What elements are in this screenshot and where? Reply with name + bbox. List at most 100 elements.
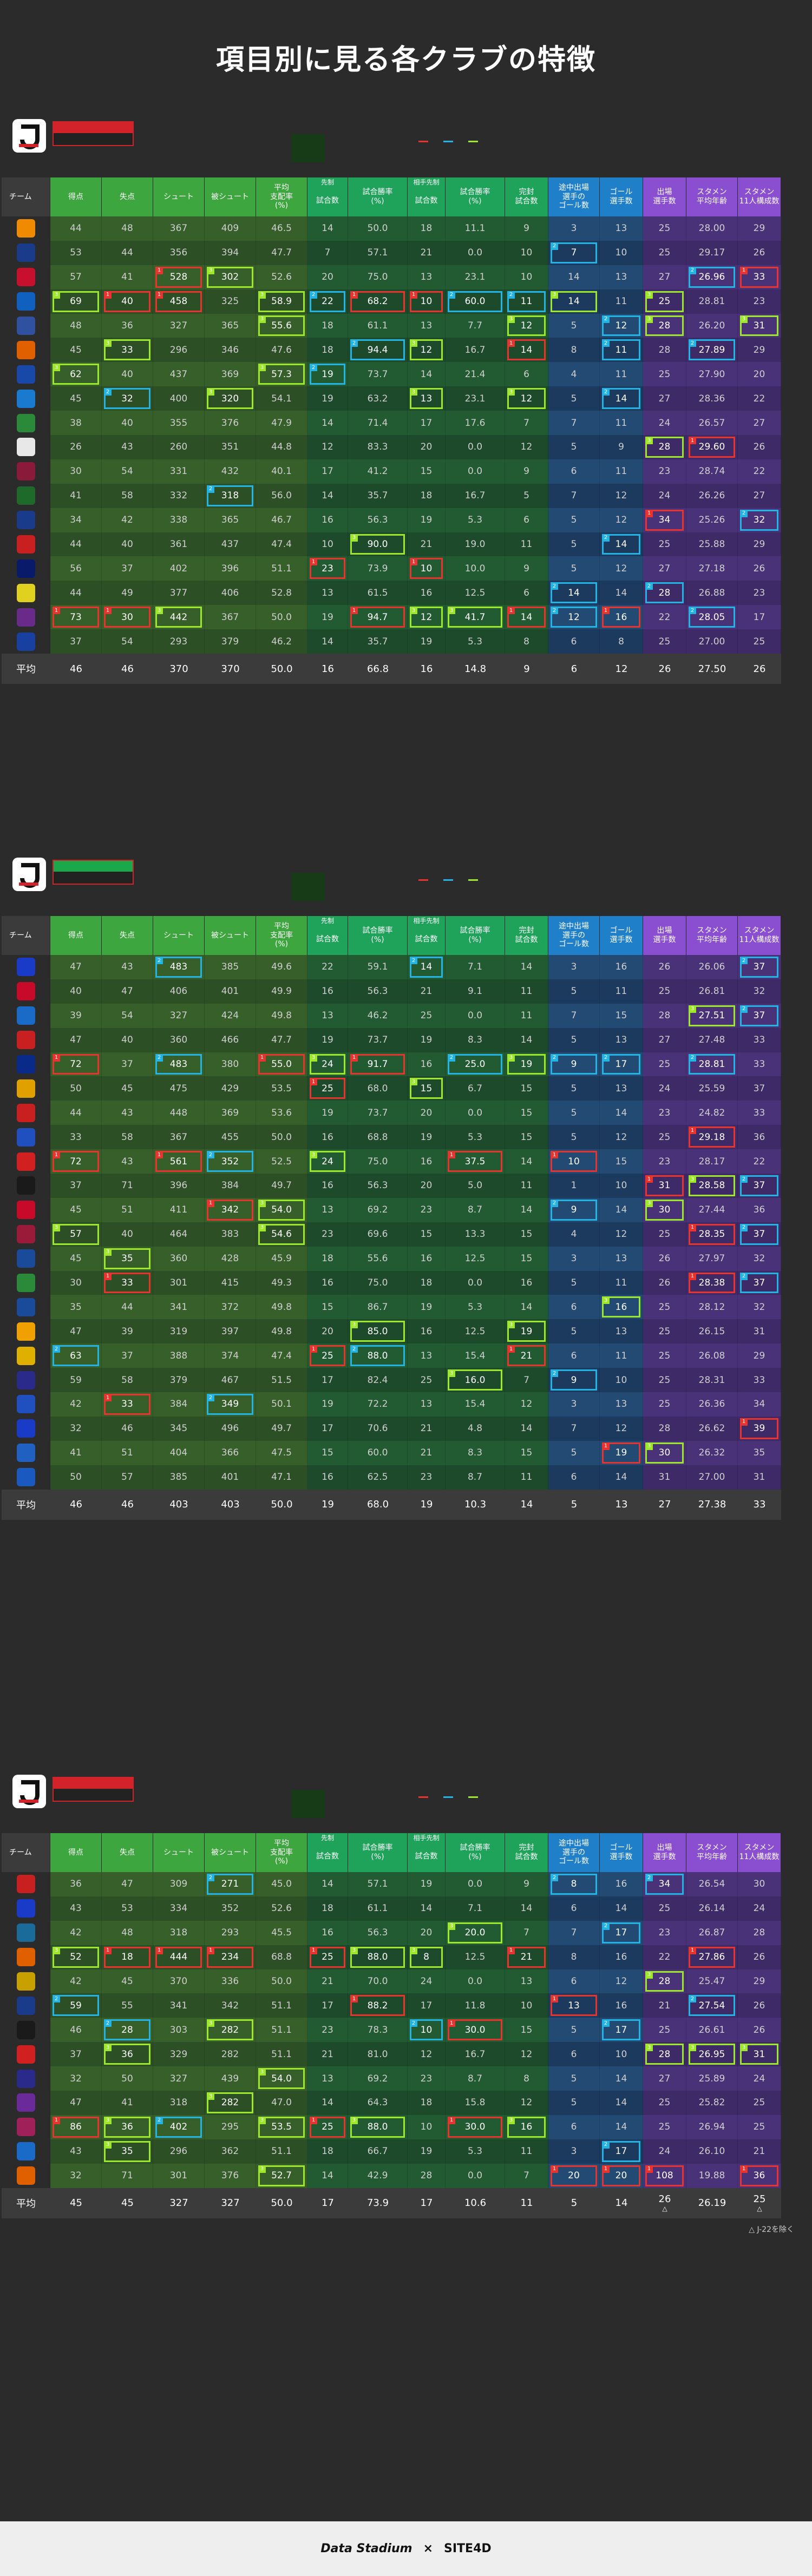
- table-row[interactable]: 72 1 37 483 2 380 55.0 1 24 3 91.7 1 16 25.0 2 19 3 9 2 17 2…: [2, 1052, 810, 1077]
- table-cell: 56.3: [348, 979, 408, 1004]
- table-row[interactable]: 37 36 3 329 282 51.1 21 81.0 12 16.7 12 6 10 28 3 26.95…: [2, 2042, 810, 2067]
- header-cell: 被シュート: [205, 177, 256, 216]
- table-row[interactable]: 36 47 309 271 2 45.0 14 57.1 19 0.0 9 8 2 16 34 2 26.54 3…: [2, 1872, 810, 1896]
- average-cell: 50.0: [256, 2188, 307, 2218]
- cell-value: 5: [571, 1326, 577, 1337]
- table-row[interactable]: 47 39 319 397 49.8 20 85.0 3 16 12.5 19 3 5 13 25 26.15…: [2, 1319, 810, 1344]
- table-row[interactable]: 41 58 332 318 2 56.0 14 35.7 18 16.7 5 7 12 24 26.26 27: [2, 483, 810, 508]
- cell-value: 69.2: [367, 2073, 388, 2084]
- table-cell: 17: [307, 459, 348, 484]
- table-row[interactable]: 50 45 475 429 53.5 25 1 68.0 15 3 6.7 15 5 13 24 25.59 3…: [2, 1076, 810, 1101]
- table-row[interactable]: 42 45 370 336 50.0 21 70.0 24 0.0 13 6 12 28 3 25.47 29: [2, 1969, 810, 1994]
- league-section-j2: チーム 得点 失点 シュート 被シュート 平均 支配率 (%) 試合数 先制 試合勝率 (%) 試…: [2, 852, 810, 1520]
- cell-value: 7: [571, 1423, 577, 1434]
- table-row[interactable]: 69 3 40 1 458 1 325 58.9 3 22 2 68.2 1 10 1 60.0 2 11 2 14 3…: [2, 289, 810, 314]
- cell-value: 61.1: [367, 320, 388, 331]
- table-row[interactable]: 52 3 18 1 444 1 234 1 68.8 25 1 88.0 3 8 3 12.5 21 1 8 16 22…: [2, 1945, 810, 1969]
- table-row[interactable]: 45 51 411 342 1 54.0 3 13 69.2 23 8.7 14 9 2 14 30 3 27.4…: [2, 1197, 810, 1222]
- cell-value: 16: [420, 1059, 433, 1070]
- table-cell: 14: [505, 1416, 548, 1441]
- cell-value: 20: [420, 1180, 433, 1191]
- table-row[interactable]: 45 33 3 296 346 47.6 18 94.4 2 12 3 16.7 14 1 8 11 2 28 27…: [2, 338, 810, 363]
- table-row[interactable]: 40 47 406 401 49.9 16 56.3 21 9.1 11 5 11 25 26.81 32: [2, 979, 810, 1004]
- table-row[interactable]: 47 43 483 2 385 49.6 22 59.1 14 2 7.1 14 3 16 26 26.06 3…: [2, 955, 810, 979]
- table-row[interactable]: 46 28 2 303 282 3 51.1 23 78.3 10 2 30.0 1 15 5 17 2 25 26…: [2, 2018, 810, 2043]
- cell-value: 8: [423, 1952, 429, 1963]
- table-row[interactable]: 38 40 355 376 47.9 14 71.4 17 17.6 7 7 11 24 26.57 27: [2, 411, 810, 436]
- table-row[interactable]: 43 35 3 296 362 51.1 18 66.7 19 5.3 11 3 17 2 24 26.10 2…: [2, 2139, 810, 2164]
- cell-value: 383: [221, 1229, 239, 1240]
- team-crest-cell: [2, 1440, 50, 1465]
- table-cell: 15: [600, 1003, 643, 1028]
- table-row[interactable]: 32 71 301 376 52.7 3 14 42.9 28 0.0 7 20 1 20 1 108 1 19.…: [2, 2163, 810, 2188]
- cell-value: 7: [523, 1927, 529, 1939]
- table-row[interactable]: 26 43 260 351 44.8 12 83.3 20 0.0 12 5 9 28 3 29.60 1 26: [2, 435, 810, 459]
- table-row[interactable]: 72 1 43 561 1 352 2 52.5 24 3 75.0 16 37.5 1 14 10 1 15 23…: [2, 1149, 810, 1174]
- table-row[interactable]: 42 48 318 293 45.5 16 56.3 20 20.0 3 7 7 17 2 23 26.87 2…: [2, 1920, 810, 1945]
- table-row[interactable]: 37 71 396 384 49.7 16 56.3 20 5.0 11 1 10 31 1 28.58 3 3…: [2, 1174, 810, 1198]
- table-cell: 91.7 1: [348, 1052, 408, 1077]
- table-cell: 59.1: [348, 955, 408, 979]
- table-row[interactable]: 43 53 334 352 52.6 18 61.1 14 7.1 14 6 14 25 26.14 24: [2, 1896, 810, 1921]
- table-row[interactable]: 56 37 402 396 51.1 23 1 73.9 10 1 10.0 9 5 12 27 27.18 2…: [2, 556, 810, 581]
- table-row[interactable]: 35 44 341 372 49.8 15 86.7 19 5.3 14 6 16 3 25 28.12 32: [2, 1295, 810, 1320]
- rank-highlight-box: [104, 339, 150, 361]
- table-cell: 35: [738, 1440, 781, 1465]
- table-row[interactable]: 39 54 327 424 49.8 13 46.2 25 0.0 11 7 15 28 27.51 3 37…: [2, 1003, 810, 1028]
- average-cell: 46: [50, 1489, 102, 1520]
- table-row[interactable]: 34 42 338 365 46.7 16 56.3 19 5.3 6 5 12 34 1 25.26 32 2: [2, 508, 810, 532]
- table-cell: 14: [307, 216, 348, 241]
- table-row[interactable]: 59 58 379 467 51.5 17 82.4 25 16.0 3 7 9 2 10 25 28.31 3…: [2, 1368, 810, 1393]
- table-row[interactable]: 37 54 293 379 46.2 14 35.7 19 5.3 8 6 8 25 27.00 25: [2, 629, 810, 654]
- table-row[interactable]: 45 35 3 360 428 45.9 18 55.6 16 12.5 15 3 13 26 27.97 3…: [2, 1246, 810, 1271]
- table-row[interactable]: 44 43 448 369 53.6 19 73.7 20 0.0 15 5 14 23 24.82 33: [2, 1101, 810, 1125]
- table-row[interactable]: 50 57 385 401 47.1 16 62.5 23 8.7 11 6 14 31 27.00 31: [2, 1465, 810, 1490]
- table-row[interactable]: 57 3 40 464 383 54.6 3 23 69.6 15 13.3 15 4 12 25 28.35…: [2, 1222, 810, 1247]
- team-crest-icon: [16, 1006, 35, 1025]
- table-row[interactable]: 30 54 331 432 40.1 17 41.2 15 0.0 9 6 11 23 28.74 22: [2, 459, 810, 484]
- table-row[interactable]: 48 36 327 365 55.6 3 18 61.1 13 7.7 12 3 5 12 2 28 3 26.2…: [2, 313, 810, 338]
- average-cell: 27.38: [686, 1489, 738, 1520]
- table-row[interactable]: 73 1 30 1 442 3 367 50.0 19 94.7 1 12 3 41.7 3 14 1 12 2 16…: [2, 605, 810, 630]
- table-row[interactable]: 44 48 367 409 46.5 14 50.0 18 11.1 9 3 13 25 28.00 29: [2, 216, 810, 241]
- table-row[interactable]: 45 32 2 400 320 3 54.1 19 63.2 13 3 23.1 12 3 5 14 2 27 28…: [2, 386, 810, 411]
- cell-value: 30: [70, 1277, 82, 1289]
- table-row[interactable]: 30 33 1 301 415 49.3 16 75.0 18 0.0 16 5 11 26 28.38 1 3…: [2, 1270, 810, 1295]
- cell-value: 51.1: [271, 2000, 292, 2011]
- average-value: 17: [322, 2197, 334, 2209]
- table-row[interactable]: 47 40 360 466 47.7 19 73.7 19 8.3 14 5 13 27 27.48 33: [2, 1027, 810, 1052]
- team-crest-cell: [2, 1872, 50, 1896]
- table-row[interactable]: 42 33 1 384 349 2 50.1 19 72.2 13 15.4 12 3 13 25 26.36…: [2, 1392, 810, 1417]
- cell-value: 3: [571, 1399, 577, 1410]
- table-row[interactable]: 41 51 404 366 47.5 15 60.0 21 8.3 15 5 19 1 30 3 26.32 3…: [2, 1440, 810, 1465]
- cell-value: 41: [70, 490, 82, 502]
- table-row[interactable]: 32 46 345 496 49.7 17 70.6 21 4.8 14 7 12 28 26.62 39 1: [2, 1416, 810, 1441]
- cell-value: 40: [121, 296, 133, 307]
- table-row[interactable]: 63 2 37 388 374 47.4 25 1 88.0 2 13 15.4 21 1 6 11 25 26.…: [2, 1343, 810, 1368]
- table-row[interactable]: 47 41 318 282 3 47.0 14 64.3 18 15.8 12 5 14 25 25.82 2…: [2, 2091, 810, 2115]
- cell-value: 16: [420, 1326, 433, 1337]
- table-row[interactable]: 59 2 55 341 342 51.1 17 88.2 1 17 11.8 10 13 1 16 21 27.…: [2, 1993, 810, 2018]
- cell-value: 17: [615, 1927, 627, 1939]
- table-row[interactable]: 62 3 40 437 369 57.3 3 19 2 73.7 14 21.4 6 4 11 25 27.90…: [2, 362, 810, 387]
- cell-value: 25: [658, 1350, 671, 1361]
- cell-value: 16.7: [464, 490, 486, 502]
- cell-value: 28: [753, 1927, 765, 1939]
- average-value: 9: [523, 663, 530, 675]
- cell-value: 33: [121, 1399, 133, 1410]
- table-row[interactable]: 86 1 36 3 402 2 295 53.5 3 25 1 88.0 3 10 30.0 1 16 3 6 14 2…: [2, 2114, 810, 2139]
- table-row[interactable]: 53 44 356 394 47.7 7 57.1 21 0.0 10 7 2 10 25 29.17 26: [2, 240, 810, 265]
- rank-badge: 3: [350, 2116, 358, 2124]
- table-row[interactable]: 32 50 327 439 54.0 3 13 69.2 23 8.7 8 5 14 27 25.89 24: [2, 2066, 810, 2091]
- table-row[interactable]: 33 58 367 455 50.0 16 68.8 19 5.3 15 5 12 25 29.18 1 36: [2, 1125, 810, 1150]
- table-row[interactable]: 44 49 377 406 52.8 13 61.5 16 12.5 6 14 2 14 28 2 26.88…: [2, 581, 810, 605]
- table-cell: 57.1: [348, 240, 408, 265]
- table-row[interactable]: 57 41 528 1 302 3 52.6 20 75.0 13 23.1 10 14 13 27 26.9…: [2, 265, 810, 289]
- table-cell: 23 1: [307, 556, 348, 581]
- cell-value: 32: [753, 986, 765, 997]
- table-row[interactable]: 44 40 361 437 47.4 10 90.0 3 21 19.0 11 5 14 2 25 25.88…: [2, 532, 810, 557]
- table-cell: 37: [50, 1174, 102, 1198]
- table-cell: 5.3: [446, 508, 505, 532]
- legend-rank2: [443, 141, 456, 142]
